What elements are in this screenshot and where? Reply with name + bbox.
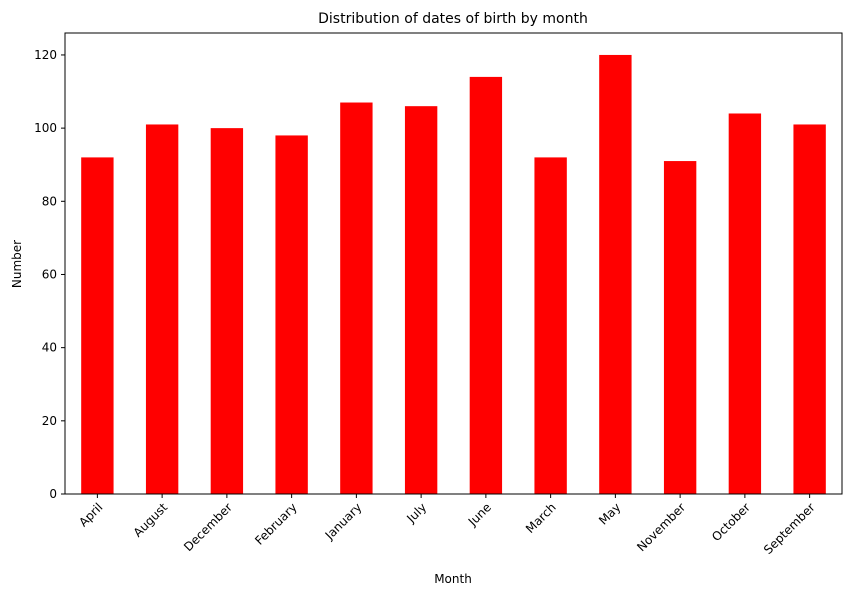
- bar-december: [210, 128, 244, 494]
- y-tick-label: 40: [42, 341, 57, 355]
- plot-area: 0 20 40 60 80 100 120 April August December Februa…: [34, 32, 843, 557]
- x-tick-label-december: December: [181, 500, 235, 554]
- y-tick-label: 100: [34, 121, 57, 135]
- bar-may: [599, 54, 632, 494]
- y-tick-label: 20: [42, 414, 57, 428]
- bar-october: [728, 113, 762, 495]
- x-tick-label-january: January: [322, 500, 365, 543]
- y-tick-label: 120: [34, 48, 57, 62]
- bar-august: [145, 124, 179, 494]
- x-axis-label: Month: [434, 572, 472, 586]
- x-tick-label-august: August: [131, 500, 171, 540]
- x-tick-label-may: May: [596, 500, 623, 527]
- x-tick-label-february: February: [252, 500, 300, 548]
- bar-july: [404, 106, 438, 495]
- bar-february: [275, 135, 308, 494]
- bar-january: [340, 102, 373, 495]
- x-tick-label-november: November: [634, 500, 688, 554]
- x-tick-label-june: June: [465, 500, 494, 529]
- y-tick-label: 0: [49, 487, 57, 501]
- x-tick-label-september: September: [761, 500, 818, 557]
- bar-april: [81, 157, 114, 494]
- x-tick-label-april: April: [76, 500, 105, 529]
- bar-march: [534, 157, 567, 494]
- y-axis-label: Number: [10, 240, 24, 288]
- x-tick-label-july: July: [403, 500, 429, 526]
- bar-september: [793, 124, 826, 494]
- y-tick-label: 80: [42, 194, 57, 208]
- bar-june: [469, 76, 503, 495]
- y-tick-label: 60: [42, 267, 57, 281]
- bar-november: [663, 161, 697, 494]
- chart-title: Distribution of dates of birth by month: [318, 11, 588, 27]
- x-tick-label-october: October: [709, 500, 753, 544]
- plot-frame: [64, 32, 843, 495]
- x-tick-label-march: March: [523, 500, 559, 536]
